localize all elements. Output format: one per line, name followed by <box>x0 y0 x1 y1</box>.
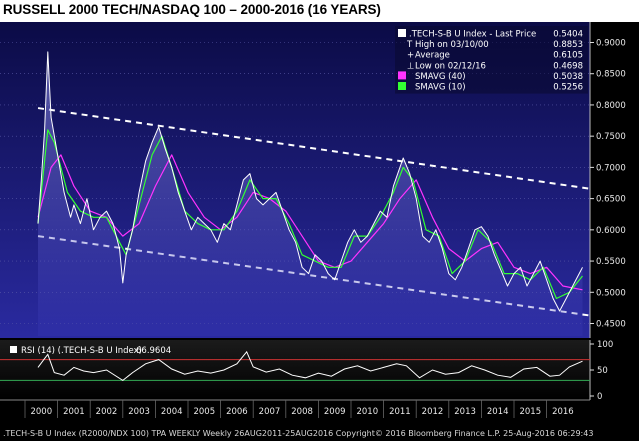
legend-swatch <box>398 82 406 90</box>
rsi-legend-label: RSI (14) (.TECH-S-B U Index) <box>21 346 142 356</box>
average-marker-icon: + <box>407 51 414 61</box>
x-tick-label: 2012 <box>422 407 444 417</box>
x-tick-label: 2008 <box>291 407 313 417</box>
x-tick-label: 2000 <box>30 407 52 417</box>
legend-value: 0.5038 <box>553 72 583 82</box>
x-tick-label: 2010 <box>356 407 378 417</box>
legend-value: 0.5404 <box>553 30 583 40</box>
y-tick-label: 0.5000 <box>596 288 626 298</box>
y-tick-label: 0.8000 <box>596 101 626 111</box>
y-tick-label: 0.8500 <box>596 70 626 80</box>
y-tick-label: 0.9000 <box>596 38 626 48</box>
legend-value: 0.4698 <box>553 61 583 71</box>
legend-value: 0.6105 <box>553 51 583 61</box>
legend-box <box>395 26 588 94</box>
x-tick-label: 2009 <box>324 407 346 417</box>
page-title: RUSSELL 2000 TECH/NASDAQ 100 – 2000-2016… <box>3 2 381 17</box>
rsi-line <box>37 350 583 382</box>
smavg-10-line <box>37 129 583 300</box>
legend-label: .TECH-S-B U Index - Last Price <box>409 30 536 40</box>
y-tick-label: 0.5500 <box>596 257 626 267</box>
low-marker-icon: ⊥ <box>407 61 414 71</box>
chart-svg: 0.9000 0.8500 0.8000 0.7500 0.7000 0.6500 0.60… <box>0 22 626 438</box>
y-tick-label: 0.4500 <box>596 320 626 330</box>
x-tick-label: 2005 <box>193 407 215 417</box>
legend-swatch <box>398 71 406 80</box>
x-tick-label: 2007 <box>259 407 281 417</box>
rsi-y-tick-label: 100 <box>597 340 613 350</box>
x-tick-label: 2002 <box>96 407 118 417</box>
x-tick-label: 2003 <box>128 407 150 417</box>
legend-label: SMAVG (40) <box>415 72 466 82</box>
rsi-plot-background <box>0 340 590 400</box>
rsi-legend-swatch <box>10 346 17 353</box>
x-tick-label: 2015 <box>519 407 541 417</box>
legend-label: Average <box>415 51 450 61</box>
legend-value: 0.5256 <box>553 83 583 93</box>
price-line <box>37 51 583 312</box>
x-tick-label: 2004 <box>161 407 183 417</box>
legend-label: SMAVG (10) <box>415 83 466 93</box>
legend-label: Low on 02/12/16 <box>415 61 486 71</box>
chart-panel: 0.9000 0.8500 0.8000 0.7500 0.7000 0.6500 0.60… <box>0 22 639 441</box>
legend-label: High on 03/10/00 <box>415 40 489 50</box>
rsi-legend-value: 66.9604 <box>136 346 171 356</box>
y-tick-label: 0.6000 <box>596 226 626 236</box>
smavg-40-line <box>37 154 583 291</box>
x-tick-label: 2014 <box>487 407 509 417</box>
x-tick-label: 2001 <box>63 407 85 417</box>
y-tick-label: 0.6500 <box>596 195 626 205</box>
legend-value: 0.8853 <box>553 40 583 50</box>
rsi-y-tick-label: 50 <box>597 366 608 376</box>
x-tick-label: 2013 <box>454 407 476 417</box>
trend-channel-upper-line <box>37 107 590 190</box>
x-tick-label: 2016 <box>552 407 574 417</box>
legend-swatch <box>398 29 406 37</box>
x-tick-label: 2011 <box>389 407 411 417</box>
chart-footer: .TECH-S-B U Index (R2000/NDX 100) TPA WE… <box>3 429 593 438</box>
y-tick-label: 0.7000 <box>596 163 626 173</box>
high-marker-icon: T <box>406 40 413 50</box>
x-tick-label: 2006 <box>226 407 248 417</box>
y-tick-label: 0.7500 <box>596 132 626 142</box>
rsi-y-tick-label: 0 <box>597 392 602 402</box>
